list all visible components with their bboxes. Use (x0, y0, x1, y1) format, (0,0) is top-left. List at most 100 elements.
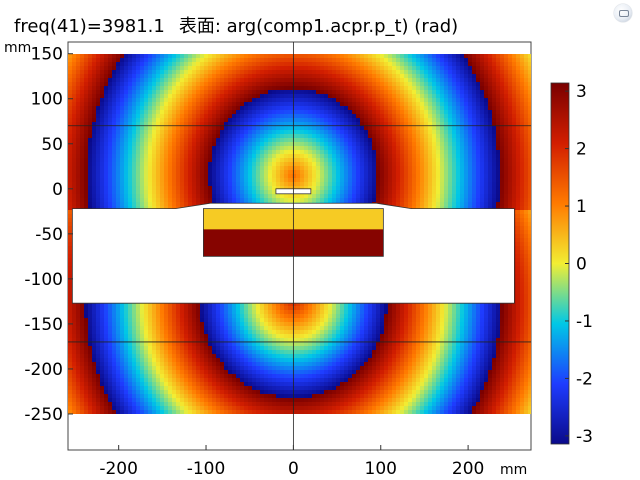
field-cell (344, 158, 349, 163)
field-cell (332, 54, 337, 59)
field-cell (520, 170, 525, 175)
field-cell (144, 86, 149, 91)
field-cell (84, 190, 89, 195)
field-cell (492, 158, 497, 163)
field-cell (352, 102, 357, 107)
field-cell (220, 78, 225, 83)
field-cell (416, 158, 421, 163)
field-cell (292, 166, 297, 171)
field-cell (292, 130, 297, 135)
field-cell (164, 110, 169, 115)
field-cell (156, 106, 161, 111)
field-cell (268, 106, 273, 111)
field-cell (500, 170, 505, 175)
field-cell (144, 126, 149, 131)
field-cell (476, 198, 481, 203)
field-cell (240, 110, 245, 115)
field-cell (68, 110, 73, 115)
field-cell (268, 74, 273, 79)
field-cell (264, 150, 269, 155)
field-cell (196, 186, 201, 191)
field-cell (364, 94, 369, 99)
field-cell (396, 186, 401, 191)
field-cell (428, 62, 433, 67)
field-cell (124, 194, 129, 199)
field-cell (348, 194, 353, 199)
field-cell (148, 170, 153, 175)
field-cell (360, 166, 365, 171)
field-cell (440, 182, 445, 187)
field-cell (472, 194, 477, 199)
field-cell (232, 162, 237, 167)
field-cell (288, 174, 293, 179)
field-cell (100, 54, 105, 59)
field-cell (144, 110, 149, 115)
field-cell (268, 98, 273, 103)
field-cell (416, 102, 421, 107)
field-cell (180, 94, 185, 99)
field-cell (504, 98, 509, 103)
field-cell (520, 186, 525, 191)
field-cell (112, 62, 117, 67)
field-cell (188, 94, 193, 99)
field-cell (96, 90, 101, 95)
field-cell (376, 146, 381, 151)
field-cell (460, 198, 465, 203)
field-cell (492, 54, 497, 59)
field-cell (112, 166, 117, 171)
title-quantity: 表面: arg(comp1.acpr.p_t) (rad) (178, 16, 459, 37)
field-cell (508, 154, 513, 159)
zoom-extents-icon[interactable] (614, 4, 632, 22)
field-cell (452, 62, 457, 67)
field-cell (476, 186, 481, 191)
field-cell (408, 202, 413, 207)
field-cell (108, 198, 113, 203)
field-cell (208, 74, 213, 79)
field-cell (76, 78, 81, 83)
field-cell (456, 170, 461, 175)
field-cell (436, 94, 441, 99)
field-cell (232, 94, 237, 99)
field-cell (308, 66, 313, 71)
field-cell (140, 54, 145, 59)
field-cell (464, 186, 469, 191)
field-cell (480, 74, 485, 79)
field-cell (516, 126, 521, 131)
field-cell (504, 94, 509, 99)
field-cell (176, 70, 181, 75)
field-cell (256, 174, 261, 179)
field-cell (468, 142, 473, 147)
field-cell (360, 114, 365, 119)
field-cell (176, 78, 181, 83)
field-cell (484, 110, 489, 115)
field-cell (456, 82, 461, 87)
field-cell (264, 122, 269, 127)
field-cell (168, 54, 173, 59)
field-cell (192, 62, 197, 67)
field-cell (336, 94, 341, 99)
field-cell (292, 82, 297, 87)
field-cell (460, 150, 465, 155)
field-cell (176, 110, 181, 115)
field-cell (356, 58, 361, 63)
field-cell (88, 82, 93, 87)
field-cell (456, 78, 461, 83)
field-cell (356, 90, 361, 95)
field-cell (440, 178, 445, 183)
field-cell (344, 62, 349, 67)
field-cell (528, 130, 531, 135)
field-cell (500, 154, 505, 159)
field-cell (160, 102, 165, 107)
field-cell (448, 78, 453, 83)
field-cell (132, 74, 137, 79)
field-cell (128, 106, 133, 111)
field-cell (424, 78, 429, 83)
field-cell (176, 106, 181, 111)
field-cell (96, 82, 101, 87)
field-cell (356, 146, 361, 151)
field-cell (168, 194, 173, 199)
field-cell (144, 166, 149, 171)
field-cell (260, 186, 265, 191)
field-cell (508, 190, 513, 195)
field-cell (440, 138, 445, 143)
